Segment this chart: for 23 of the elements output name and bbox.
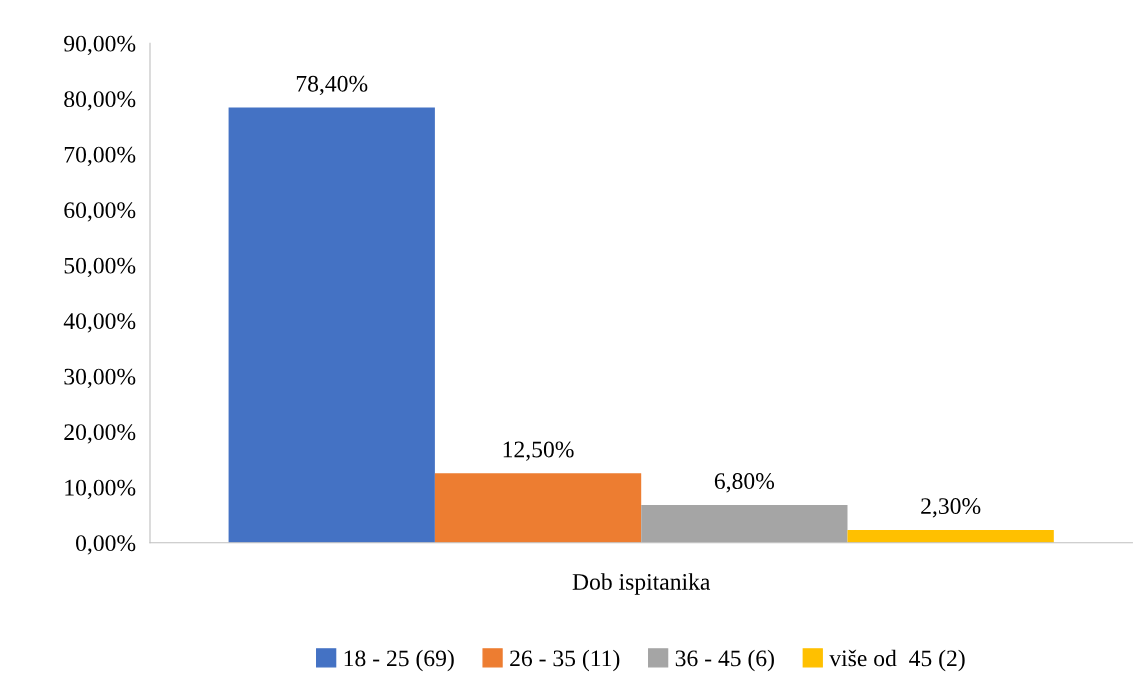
legend-label: više od 45 (2) <box>829 649 965 672</box>
data-label: 6,80% <box>714 473 775 493</box>
bar <box>434 473 642 543</box>
legend-label: 36 - 45 (6) <box>675 649 774 672</box>
data-label: 78,40% <box>296 75 368 96</box>
y-tick-label: 0,00% <box>76 535 136 555</box>
y-tick-label: 40,00% <box>63 313 136 333</box>
y-tick-label: 60,00% <box>64 202 136 222</box>
y-tick-label: 30,00% <box>64 368 136 389</box>
y-tick-label: 10,00% <box>65 479 136 500</box>
x-tick-label: Dob ispitanika <box>572 573 711 595</box>
legend-label: 26 - 35 (11) <box>510 649 620 672</box>
y-tick-label: 90,00% <box>64 35 136 56</box>
legend-label: 18 - 25 (69) <box>344 649 454 672</box>
data-label: 2,30% <box>921 498 981 518</box>
y-tick-label: 80,00% <box>64 91 136 111</box>
y-tick-label: 70,00% <box>64 146 136 167</box>
bar <box>847 529 1054 543</box>
bar <box>228 107 435 543</box>
y-tick-label: 50,00% <box>64 257 136 278</box>
y-tick-label: 20,00% <box>64 424 136 444</box>
bar <box>641 504 848 543</box>
data-label: 12,50% <box>503 441 574 461</box>
